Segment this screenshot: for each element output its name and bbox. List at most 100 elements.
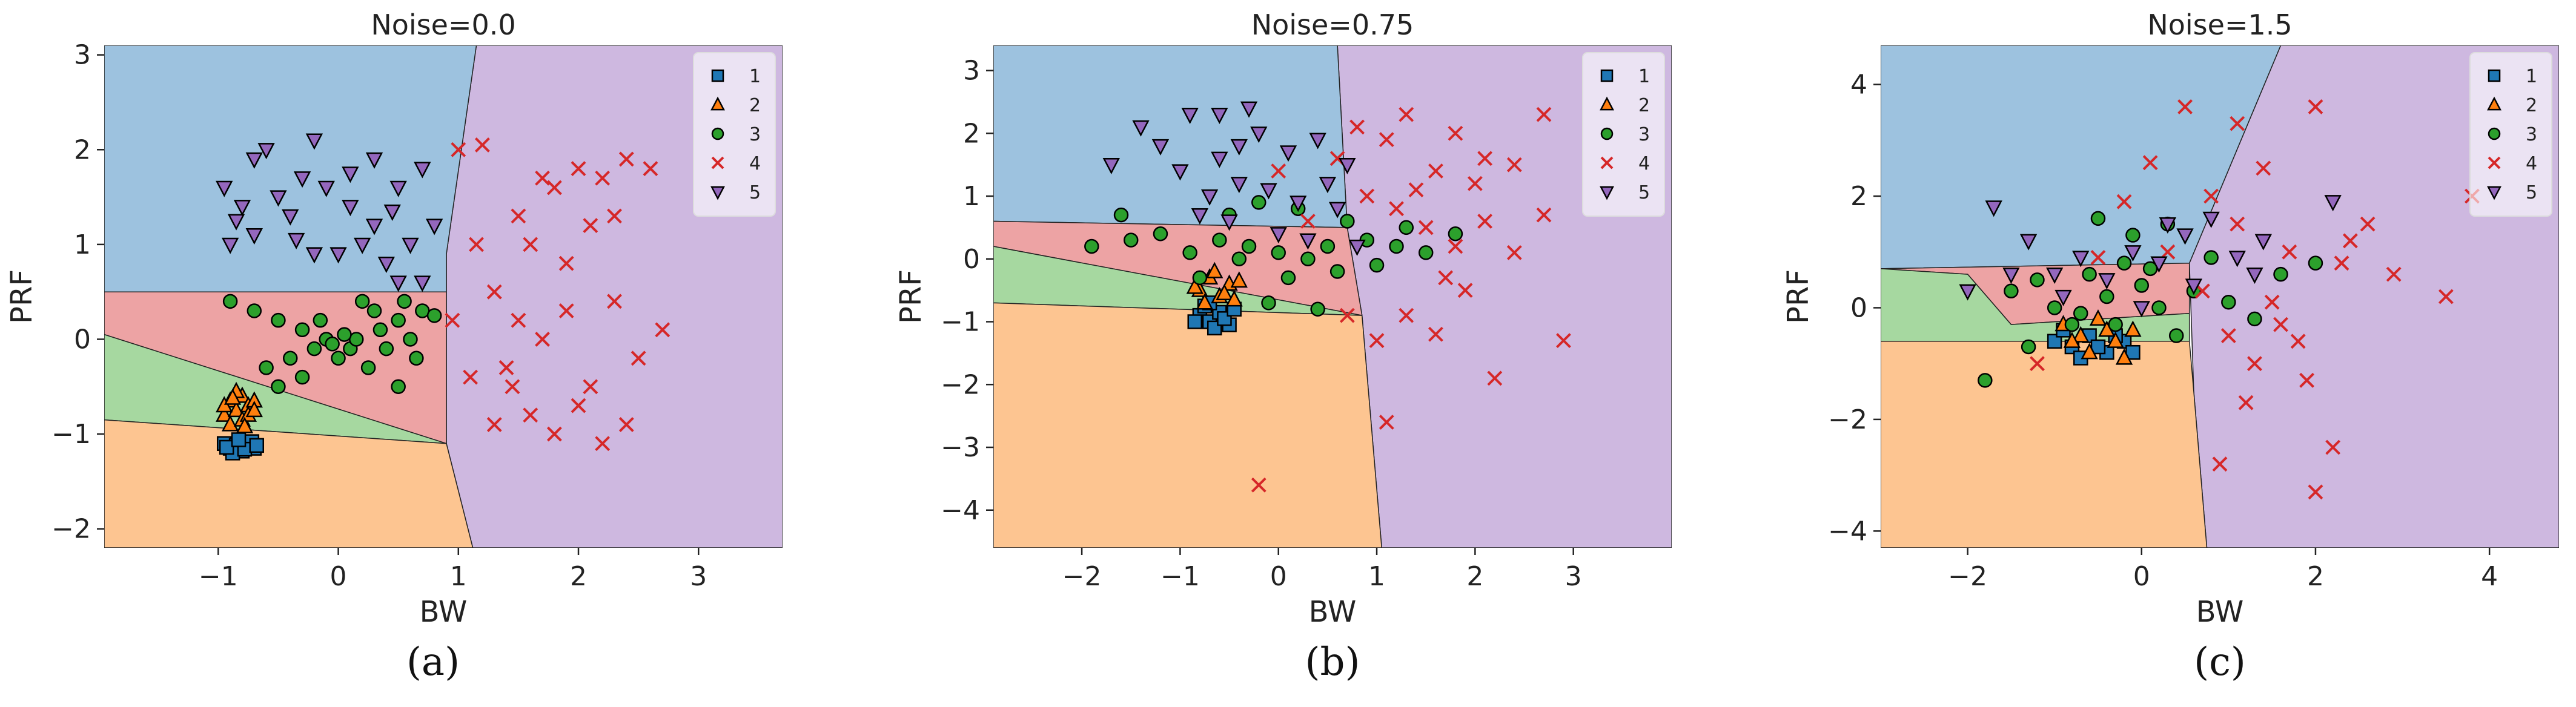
- data-point-class-3-circle: [2108, 317, 2123, 332]
- data-point-class-4-x: [2360, 216, 2376, 232]
- y-tick-label: −1: [51, 419, 91, 450]
- data-point-class-4-x: [469, 237, 484, 252]
- data-point-class-1-square: [2047, 334, 2062, 349]
- data-point-class-5-triangle-down: [425, 219, 443, 235]
- data-point-class-4-x: [1339, 307, 1355, 323]
- x-axis-label: BW: [420, 595, 468, 629]
- data-point-class-4-x: [571, 161, 586, 176]
- data-point-class-4-x: [1418, 220, 1434, 235]
- data-point-class-4-x: [1448, 125, 1463, 141]
- x-tick-label: 2: [570, 561, 587, 592]
- data-point-class-3-circle: [2168, 328, 2184, 343]
- data-point-class-2-triangle-up: [2072, 326, 2090, 343]
- y-tick-label: −2: [941, 369, 980, 400]
- data-point-class-4-x: [1399, 307, 1414, 323]
- data-point-class-3-circle: [360, 360, 376, 375]
- data-point-class-3-circle: [1320, 238, 1336, 254]
- data-point-class-5-triangle-down: [1290, 196, 1307, 212]
- data-point-class-3-circle: [2021, 339, 2036, 355]
- legend-label-4: 4: [749, 153, 761, 174]
- data-point-class-4-x: [2273, 317, 2288, 332]
- data-point-class-4-x: [571, 398, 586, 413]
- data-point-class-3-circle: [1271, 245, 1286, 260]
- data-point-class-4-x: [2438, 289, 2454, 304]
- panel-caption: (c): [2194, 640, 2246, 685]
- data-point-class-4-x: [546, 426, 562, 442]
- data-point-class-4-x: [595, 436, 611, 452]
- data-point-class-5-triangle-down: [305, 247, 323, 264]
- data-point-class-3-circle: [2047, 300, 2062, 315]
- data-point-class-5-triangle-down: [1328, 202, 1346, 219]
- data-point-class-3-circle: [372, 322, 388, 338]
- data-point-class-5-triangle-down: [354, 237, 371, 254]
- data-point-class-5-triangle-down: [1211, 151, 1228, 168]
- data-point-class-3-circle: [1241, 238, 1257, 254]
- data-point-class-2-triangle-up: [1216, 283, 1233, 300]
- data-point-class-3-circle: [379, 341, 394, 357]
- data-point-class-4-x: [1487, 370, 1503, 386]
- data-point-class-5-triangle-down: [288, 232, 305, 249]
- data-point-class-5-triangle-down: [414, 275, 431, 292]
- data-point-class-5-triangle-down: [1181, 107, 1199, 125]
- legend-label-5: 5: [749, 182, 761, 203]
- scatter-points: [1959, 99, 2480, 500]
- legend-marker-3: [1600, 127, 1614, 140]
- data-point-class-4-x: [1399, 107, 1414, 122]
- data-point-class-4-x: [2230, 216, 2245, 232]
- x-tick-label: 3: [1565, 561, 1582, 592]
- data-point-class-4-x: [1536, 107, 1552, 122]
- data-point-class-3-circle: [2273, 266, 2288, 282]
- data-point-class-2-triangle-up: [2124, 320, 2142, 337]
- legend-label-1: 1: [749, 66, 761, 87]
- data-point-class-4-x: [583, 379, 598, 395]
- data-point-class-4-x: [2238, 395, 2254, 410]
- data-point-class-3-circle: [391, 379, 406, 395]
- data-point-class-3-circle: [2221, 294, 2236, 310]
- x-tick-label: 4: [2481, 561, 2498, 592]
- data-point-class-3-circle: [1123, 232, 1139, 248]
- data-point-class-3-circle: [2151, 300, 2167, 315]
- data-point-class-2-triangle-up: [223, 388, 242, 405]
- legend-marker-2: [710, 96, 725, 111]
- data-point-class-3-circle: [1389, 238, 1404, 254]
- x-tick-label: 0: [1270, 561, 1287, 592]
- x-tick-label: 1: [450, 561, 467, 592]
- chart-title: Noise=1.5: [2147, 8, 2292, 41]
- decision-region-class-2: [1881, 341, 2208, 548]
- data-point-class-5-triangle-down: [365, 152, 383, 169]
- data-point-class-4-x: [2290, 334, 2306, 349]
- data-point-class-1-square: [231, 432, 247, 447]
- data-point-class-3-circle: [1251, 195, 1266, 210]
- data-point-class-5-triangle-down: [1270, 227, 1287, 244]
- legend-label-1: 1: [2526, 66, 2537, 87]
- data-point-class-4-x: [511, 312, 526, 328]
- data-point-class-5-triangle-down: [2185, 278, 2203, 295]
- legend-marker-4: [711, 156, 724, 169]
- y-tick-label: −3: [941, 432, 980, 463]
- legend-marker-1: [2488, 69, 2501, 82]
- data-point-class-4-x: [1506, 245, 1522, 260]
- legend-label-2: 2: [749, 95, 761, 116]
- data-point-class-4-x: [2142, 155, 2158, 171]
- data-point-class-3-circle: [2204, 250, 2219, 265]
- data-point-class-5-triangle-down: [2246, 267, 2263, 284]
- data-point-class-4-x: [498, 360, 514, 375]
- data-point-class-2-triangle-up: [2089, 309, 2107, 326]
- data-point-class-3-circle: [426, 308, 442, 323]
- data-point-class-4-x: [631, 350, 646, 366]
- data-point-class-5-triangle-down: [227, 214, 245, 231]
- data-point-class-4-x: [1438, 270, 1454, 286]
- data-point-class-2-triangle-up: [1186, 277, 1204, 294]
- data-point-class-3-circle: [294, 369, 310, 385]
- data-point-class-5-triangle-down: [1151, 139, 1170, 156]
- data-point-class-4-x: [1428, 163, 1443, 179]
- data-point-class-5-triangle-down: [389, 275, 407, 292]
- x-tick-label: −2: [1948, 561, 1987, 592]
- legend-label-4: 4: [2526, 153, 2537, 174]
- data-point-class-4-x: [558, 303, 574, 318]
- data-point-class-3-circle: [2064, 317, 2080, 332]
- decision-region-class-1: [104, 45, 477, 292]
- data-point-class-5-triangle-down: [270, 190, 287, 207]
- data-point-class-5-triangle-down: [1240, 101, 1258, 118]
- data-point-class-4-x: [1408, 182, 1424, 198]
